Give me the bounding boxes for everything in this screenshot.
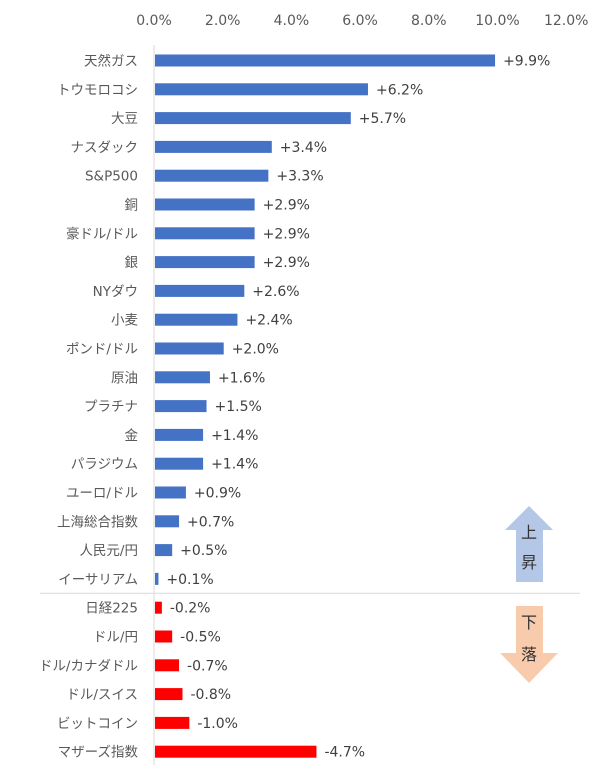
- category-label: 豪ドル/ドル: [66, 226, 138, 242]
- data-label: +1.6%: [218, 370, 265, 386]
- data-label: +1.5%: [215, 399, 262, 415]
- bar: [155, 659, 180, 672]
- category-label: パラジウム: [71, 457, 138, 473]
- data-label: +2.9%: [263, 226, 310, 242]
- x-tick-label: 0.0%: [136, 13, 172, 29]
- bar: [155, 169, 269, 182]
- bar: [155, 140, 272, 153]
- category-label: 大豆: [111, 111, 138, 127]
- category-label: トウモロコシ: [57, 82, 138, 98]
- category-label: 人民元/円: [79, 543, 138, 559]
- data-label: +2.0%: [232, 342, 279, 358]
- bar: [155, 83, 368, 96]
- bar: [155, 112, 351, 125]
- bar: [155, 601, 162, 614]
- data-label: -0.8%: [190, 687, 231, 703]
- category-label: ドル/円: [93, 630, 138, 646]
- data-label: -4.7%: [324, 745, 365, 761]
- category-label: ユーロ/ドル: [66, 486, 138, 502]
- x-tick-label: 2.0%: [205, 13, 241, 29]
- up-label: 上: [521, 523, 537, 542]
- down-label: 下: [521, 613, 537, 632]
- category-label: S&P500: [85, 169, 138, 185]
- bar: [155, 630, 173, 643]
- x-tick-label: 6.0%: [342, 13, 378, 29]
- data-label: +0.5%: [180, 543, 227, 559]
- x-tick-label: 12.0%: [544, 13, 588, 29]
- data-label: -0.2%: [170, 601, 211, 617]
- up-label: 昇: [521, 553, 537, 572]
- category-label: ドル/カナダドル: [39, 658, 138, 674]
- data-label: +3.4%: [280, 140, 327, 156]
- category-label: ビットコイン: [57, 716, 138, 732]
- data-label: +2.9%: [263, 255, 310, 271]
- bar: [155, 313, 238, 326]
- x-tick-label: 4.0%: [274, 13, 310, 29]
- x-tick-label: 10.0%: [475, 13, 519, 29]
- down-arrow-icon: [500, 606, 558, 683]
- data-label: +9.9%: [503, 54, 550, 70]
- category-label: マザーズ指数: [58, 745, 139, 761]
- data-label: +0.7%: [187, 514, 234, 530]
- bar: [155, 572, 159, 585]
- bar: [155, 198, 255, 211]
- data-label: +5.7%: [359, 111, 406, 127]
- up-arrow-icon: [505, 506, 553, 582]
- category-label: ナスダック: [71, 140, 139, 156]
- bar: [155, 54, 496, 67]
- bar: [155, 716, 190, 729]
- bar: [155, 400, 207, 413]
- bar: [155, 457, 204, 470]
- category-label: 天然ガス: [84, 53, 138, 70]
- bar: [155, 284, 245, 297]
- data-label: +2.9%: [263, 198, 310, 214]
- x-tick-label: 8.0%: [411, 13, 447, 29]
- bar: [155, 688, 183, 701]
- category-label: 銀: [125, 255, 139, 271]
- data-label: +1.4%: [211, 457, 258, 473]
- category-label: 銅: [125, 198, 139, 214]
- category-label: 小麦: [111, 313, 138, 329]
- bar: [155, 227, 255, 240]
- bar: [155, 256, 255, 269]
- down-label: 落: [521, 645, 537, 664]
- bar: [155, 745, 317, 758]
- data-label: +0.9%: [194, 486, 241, 502]
- category-label: ポンド/ドル: [66, 342, 138, 358]
- bar: [155, 342, 224, 355]
- category-label: ドル/スイス: [66, 687, 138, 703]
- data-label: +2.6%: [252, 284, 299, 300]
- data-label: +1.4%: [211, 428, 258, 444]
- bar: [155, 544, 173, 557]
- bar: [155, 371, 210, 384]
- data-label: +3.3%: [276, 169, 323, 185]
- category-label: 原油: [111, 370, 138, 386]
- data-label: +2.4%: [245, 313, 292, 329]
- data-label: +6.2%: [376, 82, 423, 98]
- category-label: イーサリアム: [58, 572, 138, 588]
- bar: [155, 515, 180, 528]
- bar: [155, 486, 186, 499]
- data-label: -1.0%: [197, 716, 238, 732]
- category-label: NYダウ: [93, 284, 138, 300]
- category-label: 日経225: [85, 601, 138, 617]
- bar: [155, 428, 204, 441]
- data-label: -0.5%: [180, 630, 221, 646]
- data-label: -0.7%: [187, 658, 228, 674]
- category-label: 上海総合指数: [57, 514, 138, 530]
- data-label: +0.1%: [166, 572, 213, 588]
- category-label: 金: [125, 428, 139, 444]
- category-label: プラチナ: [84, 399, 138, 415]
